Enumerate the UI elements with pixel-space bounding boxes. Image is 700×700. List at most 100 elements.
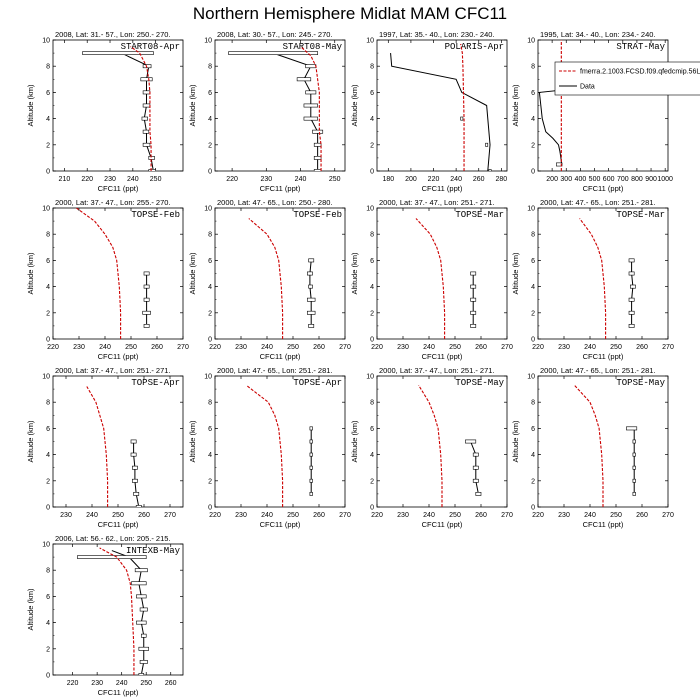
x-tick-label: 250 — [287, 512, 299, 519]
error-bar — [143, 323, 150, 328]
error-bar — [470, 271, 477, 276]
chart-panel: 2000, Lat: 37.- 47., Lon: 251.- 271. TOPS… — [350, 198, 513, 361]
panel-title: TOPSE-Apr — [293, 378, 342, 388]
y-tick-label: 0 — [370, 169, 374, 176]
y-tick-label: 4 — [370, 452, 374, 459]
series-group — [82, 46, 156, 171]
model-line — [130, 46, 152, 171]
x-axis-label: CFC11 (ppt) — [260, 520, 301, 529]
y-tick-label: 6 — [370, 90, 374, 97]
y-tick-label: 0 — [531, 337, 535, 344]
error-bar — [143, 284, 150, 289]
x-tick-label: 270 — [662, 512, 674, 519]
y-axis-label: Altitude (km) — [26, 588, 35, 631]
x-tick-label: 900 — [645, 176, 657, 183]
panel-title: TOPSE-Feb — [131, 210, 180, 220]
x-tick-label: 250 — [449, 512, 461, 519]
error-bar — [305, 90, 317, 95]
plot-frame — [376, 39, 508, 172]
y-tick-label: 2 — [46, 310, 50, 317]
y-tick-label: 4 — [370, 116, 374, 123]
title-separator: - — [643, 378, 648, 388]
series-group — [415, 218, 477, 339]
error-bar — [472, 452, 479, 457]
y-tick-label: 2 — [208, 478, 212, 485]
x-tick-label: 250 — [610, 512, 622, 519]
error-bar — [628, 323, 635, 328]
x-tick-label: 600 — [603, 176, 615, 183]
x-tick-label: 220 — [226, 176, 238, 183]
x-tick-label: 700 — [617, 176, 629, 183]
y-tick-label: 0 — [370, 337, 374, 344]
series-group — [76, 208, 151, 339]
campaign-month: Feb — [326, 210, 342, 220]
x-axis-label: CFC11 (ppt) — [583, 184, 624, 193]
y-tick-label: 0 — [46, 505, 50, 512]
x-tick-label: 250 — [449, 344, 461, 351]
x-tick-label: 240 — [261, 512, 273, 519]
legend-model-label: fmerra.2.1003.FCSD.f09.qfedcmip.56L — [580, 69, 700, 76]
panel-header: 2008, Lat: 31.- 57., Lon: 250.- 270. — [55, 30, 171, 39]
y-tick-label: 0 — [46, 169, 50, 176]
campaign-month: May — [326, 42, 343, 52]
title-separator: - — [158, 546, 163, 556]
error-bar — [139, 659, 148, 664]
x-tick-label: 800 — [631, 176, 643, 183]
y-axis-label: Altitude (km) — [350, 252, 359, 295]
series-group — [573, 384, 638, 507]
model-line — [99, 547, 135, 675]
panel-header: 1995, Lat: 34.- 40., Lon: 234.- 240. — [540, 30, 656, 39]
y-axis-label: Altitude (km) — [188, 252, 197, 295]
error-bar — [130, 452, 137, 457]
y-axis-label: Altitude (km) — [188, 84, 197, 127]
y-tick-label: 10 — [204, 206, 212, 213]
error-bar — [142, 310, 151, 315]
model-line — [573, 384, 604, 507]
title-separator: - — [320, 42, 325, 52]
panel-header: 2000, Lat: 37.- 47., Lon: 251.- 271. — [379, 366, 495, 375]
y-tick-label: 8 — [531, 64, 535, 71]
model-line — [418, 384, 443, 507]
y-tick-label: 10 — [527, 206, 535, 213]
x-tick-label: 230 — [260, 176, 272, 183]
y-axis-label: Altitude (km) — [511, 84, 520, 127]
panel-title: STRAT-May — [616, 42, 665, 52]
x-tick-label: 240 — [295, 176, 307, 183]
error-bar — [312, 129, 324, 134]
campaign-name: TOPSE — [293, 378, 320, 388]
y-tick-label: 6 — [208, 90, 212, 97]
error-bar — [142, 129, 150, 134]
error-bar — [472, 478, 479, 483]
error-bar — [309, 426, 313, 431]
y-tick-label: 0 — [208, 505, 212, 512]
y-tick-label: 4 — [46, 620, 50, 627]
y-tick-label: 0 — [208, 337, 212, 344]
title-separator: - — [320, 210, 325, 220]
campaign-name: TOPSE — [131, 210, 158, 220]
error-bar — [306, 310, 316, 315]
y-tick-label: 8 — [208, 400, 212, 407]
chart-panel: 1997, Lat: 35.- 40., Lon: 230.- 240. POLA… — [350, 30, 508, 193]
y-tick-label: 10 — [42, 542, 50, 549]
obs-line — [272, 52, 319, 171]
y-tick-label: 4 — [208, 452, 212, 459]
y-tick-label: 2 — [46, 646, 50, 653]
error-bar — [134, 568, 148, 573]
error-bar — [138, 646, 149, 651]
x-tick-label: 260 — [165, 680, 177, 687]
y-tick-label: 6 — [46, 426, 50, 433]
chart-panel: 2000, Lat: 37.- 47., Lon: 251.- 271. TOPS… — [26, 366, 184, 529]
error-bar — [632, 491, 636, 496]
campaign-name: TOPSE — [293, 210, 320, 220]
x-axis-label: CFC11 (ppt) — [422, 352, 463, 361]
error-bar — [485, 142, 489, 147]
campaign-month: Mar — [488, 210, 504, 220]
x-tick-label: 230 — [397, 512, 409, 519]
y-tick-label: 8 — [531, 400, 535, 407]
campaign-name: STRAT — [616, 42, 644, 52]
y-tick-label: 8 — [46, 400, 50, 407]
plot-frame — [214, 39, 346, 172]
y-tick-label: 8 — [208, 64, 212, 71]
panel-header: 2000, Lat: 37.- 47., Lon: 255.- 270. — [55, 198, 171, 207]
